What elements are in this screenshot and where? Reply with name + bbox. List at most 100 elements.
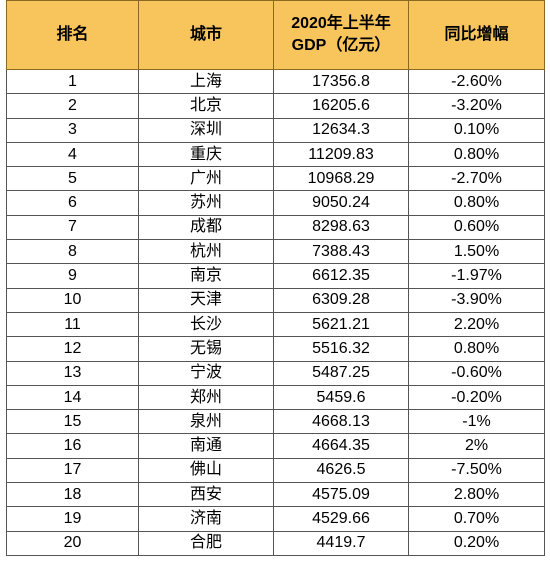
growth-cell: 1.50% <box>408 239 545 265</box>
gdp-cell: 4529.66 <box>273 506 409 532</box>
growth-cell: -3.20% <box>408 93 545 119</box>
rank-cell: 10 <box>6 287 139 313</box>
rank-cell: 13 <box>6 360 139 386</box>
rank-cell: 6 <box>6 190 139 216</box>
rank-cell: 3 <box>6 117 139 143</box>
city-cell: 合肥 <box>138 530 274 556</box>
growth-cell: 2.80% <box>408 482 545 508</box>
city-cell: 南京 <box>138 263 274 289</box>
rank-cell: 4 <box>6 141 139 168</box>
city-cell: 长沙 <box>138 311 274 338</box>
gdp-cell: 16205.6 <box>273 93 409 119</box>
gdp-cell: 5459.6 <box>273 384 409 411</box>
rank-cell: 16 <box>6 433 139 459</box>
growth-cell: -0.20% <box>408 384 545 411</box>
table-row: 2 北京 16205.6 -3.20% <box>6 93 545 119</box>
growth-cell: 0.80% <box>408 141 545 168</box>
gdp-cell: 4575.09 <box>273 482 409 508</box>
rank-cell: 14 <box>6 384 139 411</box>
city-cell: 济南 <box>138 506 274 532</box>
rank-cell: 5 <box>6 166 139 192</box>
rank-cell: 9 <box>6 263 139 289</box>
table-row: 15 泉州 4668.13 -1% <box>6 409 545 435</box>
city-cell: 南通 <box>138 433 274 459</box>
growth-cell: -1% <box>408 409 545 435</box>
gdp-cell: 6612.35 <box>273 263 409 289</box>
rank-cell: 19 <box>6 506 139 532</box>
table-row: 5 广州 10968.29 -2.70% <box>6 166 545 192</box>
gdp-cell: 8298.63 <box>273 214 409 241</box>
city-cell: 广州 <box>138 166 274 192</box>
growth-cell: -3.90% <box>408 287 545 313</box>
table-row: 12 无锡 5516.32 0.80% <box>6 336 545 362</box>
table-row: 7 成都 8298.63 0.60% <box>6 214 545 241</box>
table-header: 排名 城市 2020年上半年GDP（亿元） 同比增幅 <box>6 0 545 70</box>
gdp-cell: 4668.13 <box>273 409 409 435</box>
gdp-cell: 5516.32 <box>273 336 409 362</box>
table-row: 20 合肥 4419.7 0.20% <box>6 530 545 556</box>
gdp-cell: 4419.7 <box>273 530 409 556</box>
header-rank: 排名 <box>6 0 139 70</box>
header-row: 排名 城市 2020年上半年GDP（亿元） 同比增幅 <box>6 0 545 70</box>
table-row: 19 济南 4529.66 0.70% <box>6 506 545 532</box>
gdp-cell: 6309.28 <box>273 287 409 313</box>
table-row: 6 苏州 9050.24 0.80% <box>6 190 545 216</box>
city-cell: 深圳 <box>138 117 274 143</box>
gdp-cell: 10968.29 <box>273 166 409 192</box>
growth-cell: -1.97% <box>408 263 545 289</box>
table-row: 4 重庆 11209.83 0.80% <box>6 141 545 168</box>
rank-cell: 18 <box>6 482 139 508</box>
table-row: 17 佛山 4626.5 -7.50% <box>6 457 545 484</box>
header-city: 城市 <box>138 0 274 70</box>
growth-cell: 0.70% <box>408 506 545 532</box>
city-cell: 佛山 <box>138 457 274 484</box>
rank-cell: 12 <box>6 336 139 362</box>
gdp-cell: 12634.3 <box>273 117 409 143</box>
city-cell: 重庆 <box>138 141 274 168</box>
growth-cell: 0.10% <box>408 117 545 143</box>
growth-cell: 0.60% <box>408 214 545 241</box>
rank-cell: 2 <box>6 93 139 119</box>
table-row: 18 西安 4575.09 2.80% <box>6 482 545 508</box>
gdp-ranking-table: 排名 城市 2020年上半年GDP（亿元） 同比增幅 1 上海 17356.8 -2.… <box>6 0 545 556</box>
table-row: 16 南通 4664.35 2% <box>6 433 545 459</box>
city-cell: 郑州 <box>138 384 274 411</box>
rank-cell: 20 <box>6 530 139 556</box>
city-cell: 宁波 <box>138 360 274 386</box>
growth-cell: -7.50% <box>408 457 545 484</box>
city-cell: 杭州 <box>138 239 274 265</box>
growth-cell: 2% <box>408 433 545 459</box>
table-row: 10 天津 6309.28 -3.90% <box>6 287 545 313</box>
gdp-cell: 11209.83 <box>273 141 409 168</box>
gdp-cell: 5487.25 <box>273 360 409 386</box>
city-cell: 西安 <box>138 482 274 508</box>
header-growth: 同比增幅 <box>408 0 545 70</box>
table-row: 8 杭州 7388.43 1.50% <box>6 239 545 265</box>
growth-cell: 2.20% <box>408 311 545 338</box>
table-row: 3 深圳 12634.3 0.10% <box>6 117 545 143</box>
rank-cell: 11 <box>6 311 139 338</box>
city-cell: 无锡 <box>138 336 274 362</box>
table-row: 11 长沙 5621.21 2.20% <box>6 311 545 338</box>
growth-cell: 0.20% <box>408 530 545 556</box>
city-cell: 苏州 <box>138 190 274 216</box>
growth-cell: -0.60% <box>408 360 545 386</box>
table-row: 1 上海 17356.8 -2.60% <box>6 68 545 95</box>
city-cell: 上海 <box>138 68 274 95</box>
city-cell: 北京 <box>138 93 274 119</box>
growth-cell: 0.80% <box>408 190 545 216</box>
table-row: 13 宁波 5487.25 -0.60% <box>6 360 545 386</box>
gdp-cell: 4664.35 <box>273 433 409 459</box>
rank-cell: 15 <box>6 409 139 435</box>
table-body: 1 上海 17356.8 -2.60% 2 北京 16205.6 -3.20% 3 深圳 12634… <box>6 68 545 556</box>
rank-cell: 1 <box>6 68 139 95</box>
city-cell: 天津 <box>138 287 274 313</box>
growth-cell: -2.70% <box>408 166 545 192</box>
rank-cell: 8 <box>6 239 139 265</box>
header-gdp: 2020年上半年GDP（亿元） <box>273 0 409 70</box>
gdp-cell: 4626.5 <box>273 457 409 484</box>
rank-cell: 17 <box>6 457 139 484</box>
city-cell: 成都 <box>138 214 274 241</box>
table-row: 9 南京 6612.35 -1.97% <box>6 263 545 289</box>
gdp-cell: 17356.8 <box>273 68 409 95</box>
